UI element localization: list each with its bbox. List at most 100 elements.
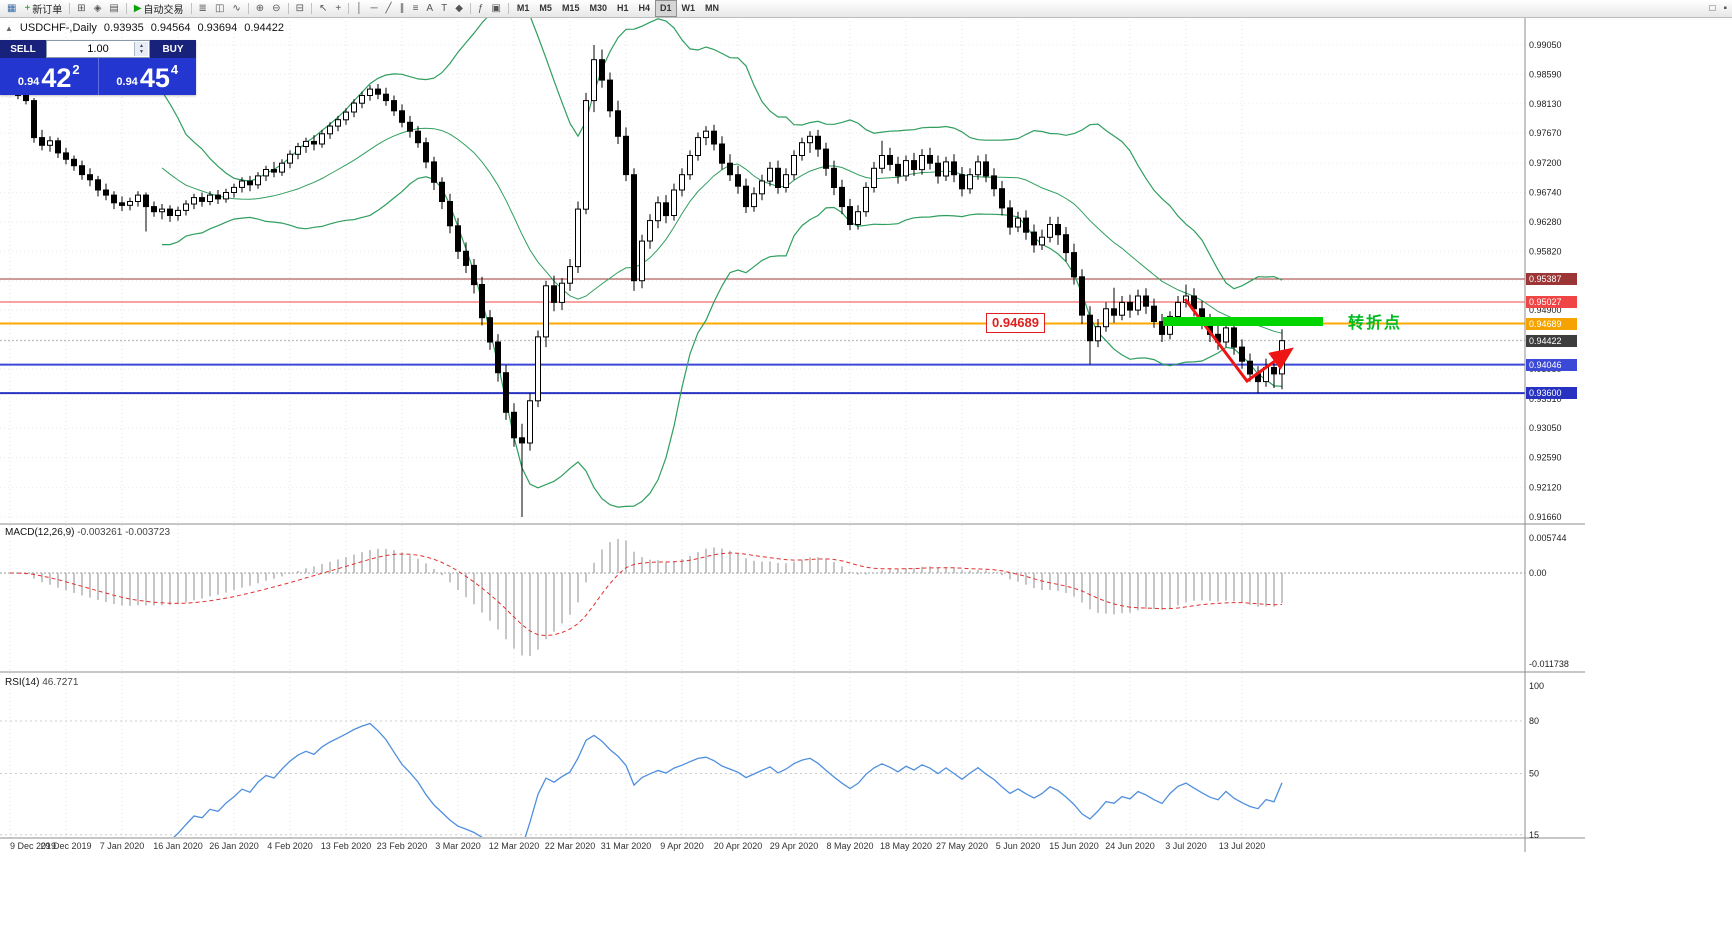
app-icon-icon: ▦ — [7, 3, 17, 14]
terminal-button[interactable]: ▤ — [105, 0, 122, 17]
svg-text:0.92120: 0.92120 — [1529, 483, 1562, 493]
timeframe-m30-button[interactable]: M30 — [589, 3, 607, 13]
svg-text:0.005744: 0.005744 — [1529, 533, 1567, 543]
vertical-line-button[interactable]: │ — [352, 0, 366, 17]
toolbar-separator — [507, 3, 509, 14]
svg-text:3 Mar 2020: 3 Mar 2020 — [435, 841, 481, 851]
macd-layer — [0, 539, 1525, 656]
new-order-button-label: 新订单 — [32, 5, 63, 16]
bollinger-upper-band — [161, 17, 1283, 290]
collapse-icon[interactable]: ▲ — [5, 23, 13, 33]
text-button[interactable]: A — [422, 0, 437, 17]
svg-text:3 Jul 2020: 3 Jul 2020 — [1165, 841, 1207, 851]
sell-price-button[interactable]: 0.94 42 2 — [0, 58, 98, 95]
crosshair-icon: + — [335, 3, 342, 14]
trendline-button[interactable]: ╱ — [382, 0, 396, 17]
shapes-button[interactable]: ◆ — [451, 0, 467, 17]
volume-input[interactable]: 1.00 ▲ ▼ — [46, 40, 150, 58]
timeframe-mn-button[interactable]: MN — [705, 3, 720, 13]
resistance-level-1-tag: 0.95387 — [1526, 273, 1577, 285]
crosshair-button[interactable]: + — [331, 0, 345, 17]
svg-text:7 Jan 2020: 7 Jan 2020 — [100, 841, 145, 851]
toolbar-separator — [469, 3, 471, 14]
auto-trading-button[interactable]: ▶ 自动交易 — [130, 0, 188, 17]
sell-price-prefix: 0.94 — [17, 76, 40, 88]
timeframe-h4-button[interactable]: H4 — [638, 3, 650, 13]
svg-text:0.97200: 0.97200 — [1529, 158, 1562, 168]
svg-text:9 Apr 2020: 9 Apr 2020 — [660, 841, 704, 851]
fibonacci-icon: ≡ — [412, 3, 419, 14]
svg-text:0.91660: 0.91660 — [1529, 512, 1562, 522]
zoom-in-icon: ⊕ — [255, 3, 265, 14]
trendline-icon: ╱ — [385, 3, 392, 14]
svg-text:15 Jun 2020: 15 Jun 2020 — [1049, 841, 1099, 851]
charts-grid-icon: ⊞ — [77, 3, 86, 14]
indicators-icon: ƒ — [477, 3, 484, 14]
new-order-button[interactable]: + 新订单 — [20, 0, 66, 17]
timeframe-m5-button[interactable]: M5 — [539, 3, 552, 13]
current-price-tag: 0.94422 — [1526, 335, 1577, 347]
toolbar-right-buttons: □ ▪ — [1705, 0, 1732, 17]
one-click-trading-panel: SELL 1.00 ▲ ▼ BUY 0.94 42 2 0.94 45 4 — [0, 40, 196, 95]
spinner-up-icon[interactable]: ▲ — [139, 43, 144, 49]
svg-text:23 Feb 2020: 23 Feb 2020 — [377, 841, 428, 851]
ohlc-open: 0.93935 — [103, 22, 144, 34]
svg-text:16 Jan 2020: 16 Jan 2020 — [153, 841, 203, 851]
horizontal-line-button[interactable]: ─ — [366, 0, 381, 17]
indicators-button[interactable]: ƒ — [474, 0, 488, 17]
toolbar-separator — [348, 3, 350, 14]
buy-button[interactable]: BUY — [150, 40, 196, 58]
timeframe-w1-button[interactable]: W1 — [681, 3, 696, 13]
trend-arrow-annotation[interactable] — [1183, 298, 1294, 384]
price-level-annotation[interactable]: 0.94689 — [986, 313, 1045, 333]
timeframe-m15-button[interactable]: M15 — [561, 3, 580, 13]
channel-button[interactable]: ∥ — [396, 0, 409, 17]
turning-point-label: 转折点 — [1348, 315, 1403, 332]
templates-icon: ▣ — [491, 3, 501, 14]
spinner-down-icon[interactable]: ▼ — [139, 49, 144, 55]
timeframe-h1-button[interactable]: H1 — [616, 3, 629, 13]
charts-grid-button[interactable]: ⊞ — [73, 0, 89, 17]
buy-price-button[interactable]: 0.94 45 4 — [97, 58, 196, 95]
volume-spinner[interactable]: ▲ ▼ — [134, 42, 148, 56]
svg-text:31 Mar 2020: 31 Mar 2020 — [601, 841, 652, 851]
rsi-layer — [0, 720, 1525, 837]
svg-text:0.96280: 0.96280 — [1529, 217, 1562, 227]
svg-text:0.98590: 0.98590 — [1529, 69, 1562, 79]
zoom-in-button[interactable]: ⊕ — [252, 0, 268, 17]
svg-text:27 May 2020: 27 May 2020 — [936, 841, 988, 851]
macd-signal-line — [9, 552, 1283, 637]
zoom-out-button[interactable]: ⊖ — [268, 0, 284, 17]
rsi-label: RSI(14) 46.7271 — [5, 677, 78, 688]
candlestick-chart-button[interactable]: ◫ — [211, 0, 228, 17]
templates-button[interactable]: ▣ — [487, 0, 504, 17]
svg-text:0.00: 0.00 — [1529, 568, 1547, 578]
svg-text:0.92590: 0.92590 — [1529, 453, 1562, 463]
svg-text:100: 100 — [1529, 681, 1544, 691]
auto-trading-icon: ▶ — [133, 3, 142, 14]
svg-text:4 Feb 2020: 4 Feb 2020 — [267, 841, 313, 851]
label-button[interactable]: T — [437, 0, 451, 17]
candlestick-chart-icon: ◫ — [214, 3, 225, 14]
toggle-panel-button[interactable]: ▪ — [1719, 0, 1731, 17]
channel-icon: ∥ — [399, 3, 405, 14]
svg-text:24 Jun 2020: 24 Jun 2020 — [1105, 841, 1155, 851]
macd-name: MACD(12,26,9) — [5, 527, 75, 538]
cursor-icon: ↖ — [318, 3, 328, 14]
tile-windows-icon: ⊟ — [295, 3, 304, 14]
navigator-button[interactable]: ◈ — [90, 0, 106, 17]
tile-windows-button[interactable]: ⊟ — [292, 0, 308, 17]
volume-value: 1.00 — [87, 43, 109, 55]
svg-text:50: 50 — [1529, 769, 1539, 779]
sell-button[interactable]: SELL — [0, 40, 46, 58]
cursor-button[interactable]: ↖ — [315, 0, 331, 17]
timeframe-m1-button[interactable]: M1 — [516, 3, 530, 13]
bar-chart-button[interactable]: ≣ — [195, 0, 211, 17]
line-chart-button[interactable]: ∿ — [228, 0, 244, 17]
price-chart-layer — [0, 17, 1525, 517]
fibonacci-button[interactable]: ≡ — [409, 0, 423, 17]
key-level-tag: 0.94689 — [1526, 318, 1577, 330]
window-list-button[interactable]: □ — [1705, 0, 1719, 17]
turning-point-highlight[interactable] — [1163, 317, 1323, 326]
timeframe-d1-button[interactable]: D1 — [655, 0, 677, 17]
